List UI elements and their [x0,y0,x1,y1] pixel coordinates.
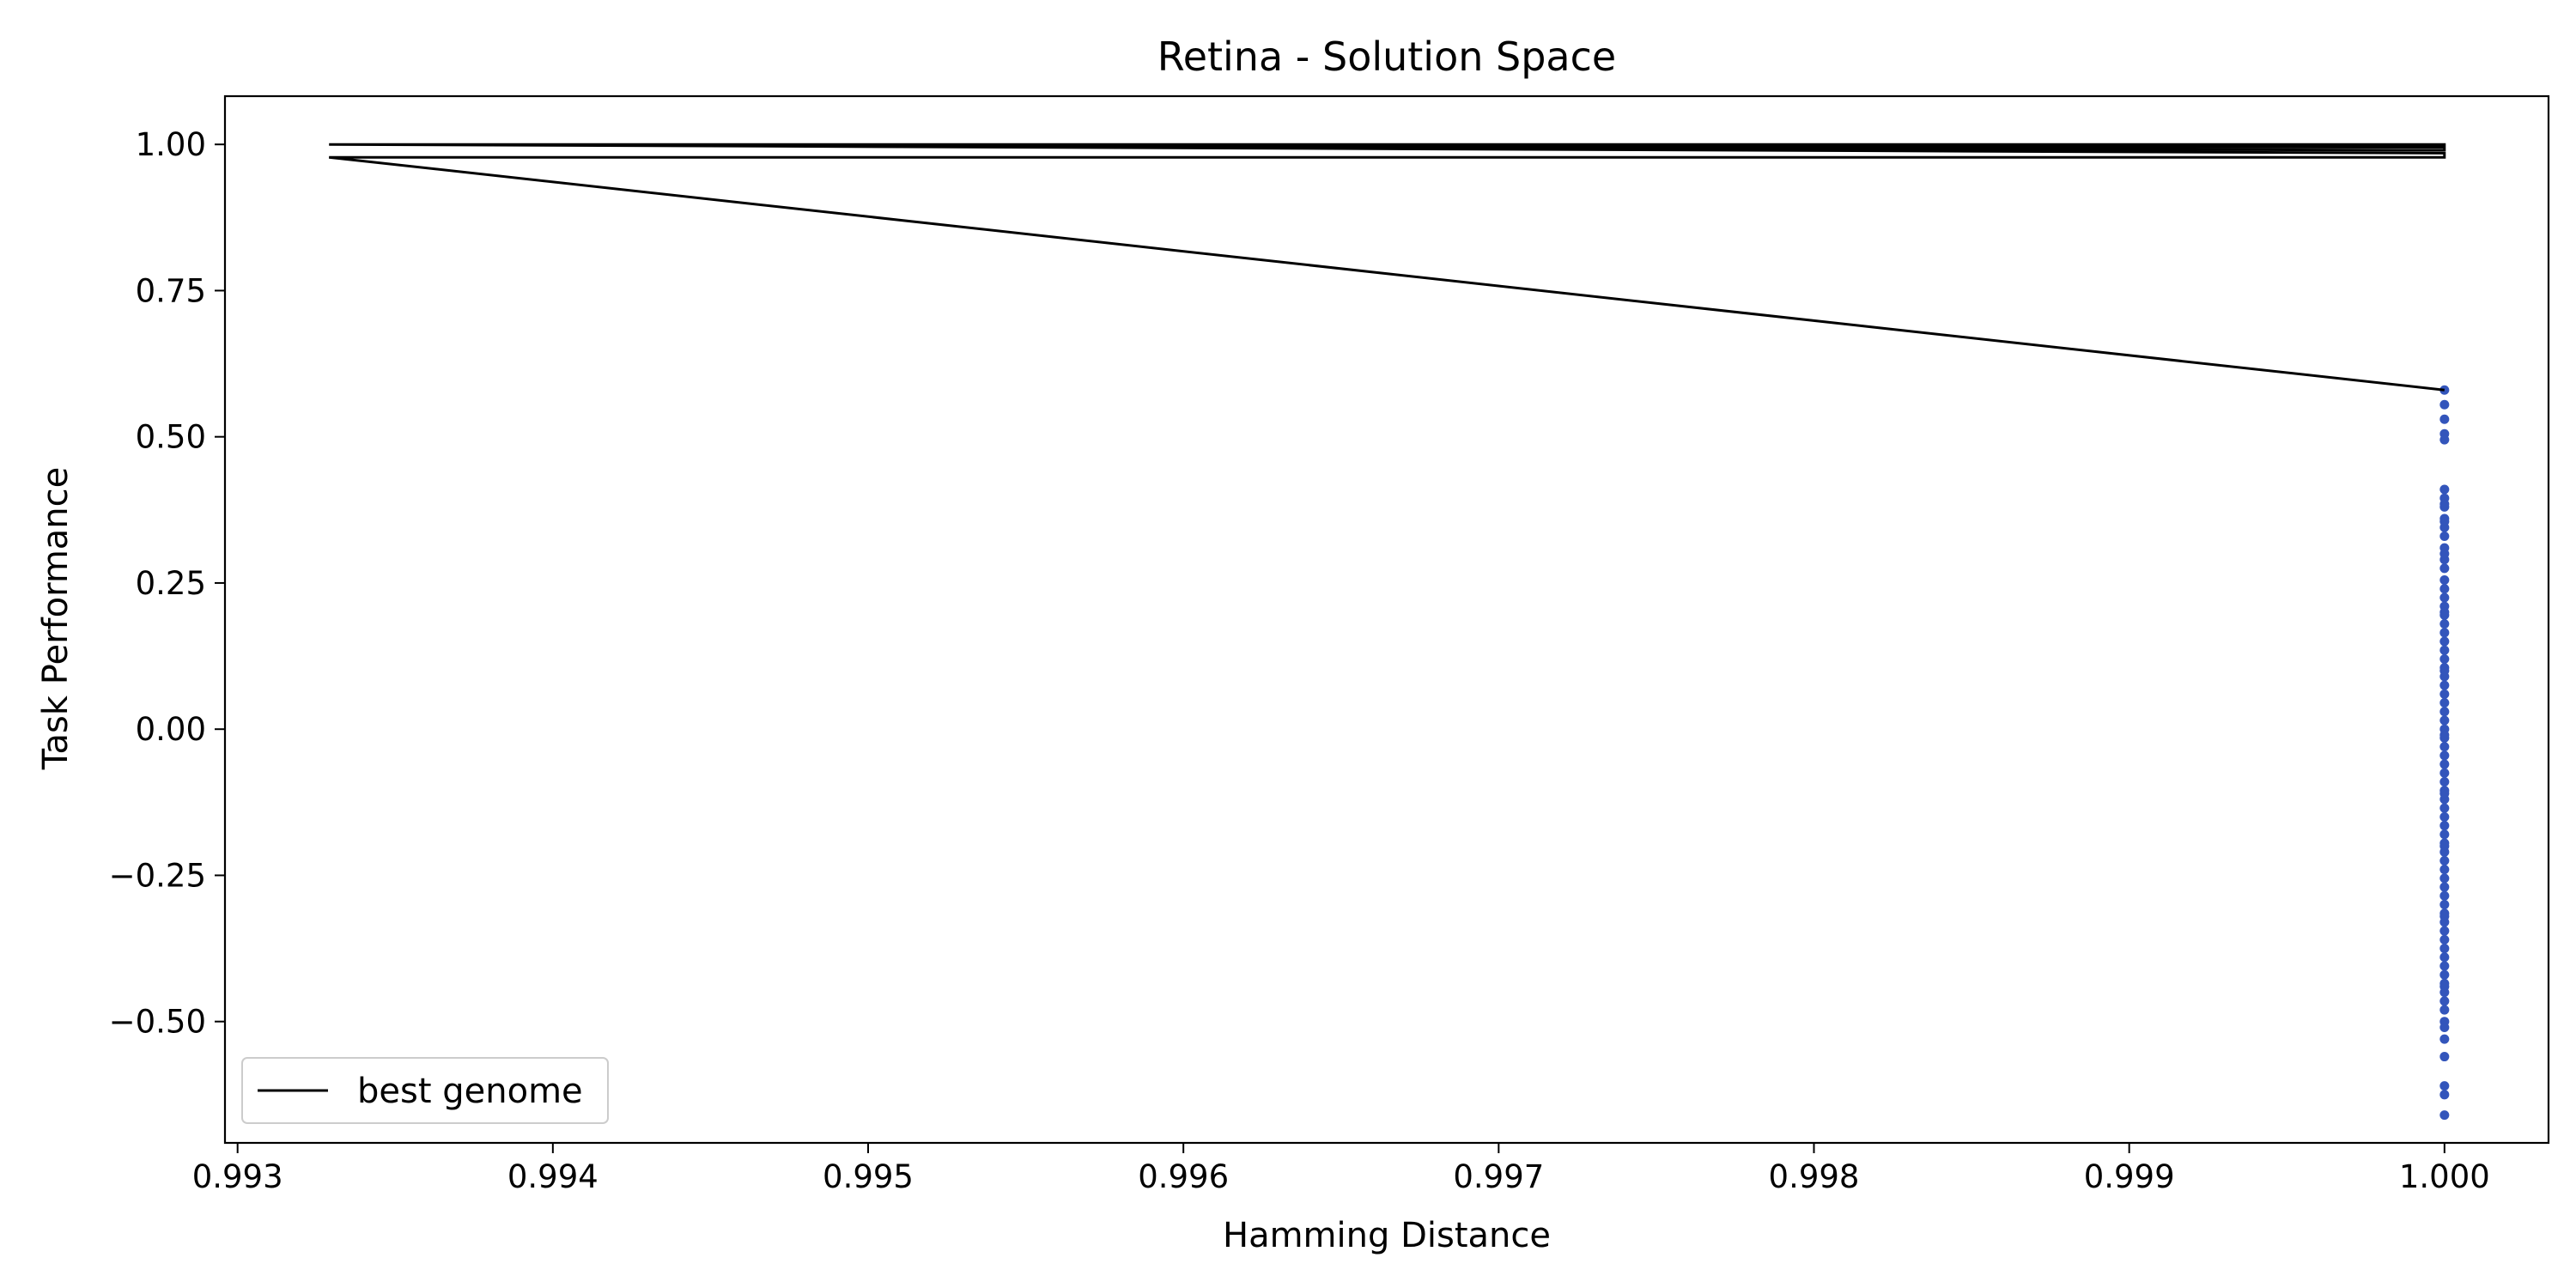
data-point [2439,531,2450,541]
data-point [2439,715,2450,726]
y-tick-label: 0.75 [136,272,206,309]
data-point [2439,1110,2450,1121]
data-point [2439,803,2450,813]
data-point [2439,788,2450,799]
x-axis: 0.993 0.994 0.995 0.996 0.997 0.998 0.999 1.000 [192,1143,2490,1195]
data-point [2439,689,2450,699]
data-point [2439,434,2450,445]
data-point [2439,1081,2450,1091]
y-axis: −0.50 −0.25 0.00 0.25 0.50 0.75 1.00 [109,126,225,1041]
data-point [2439,811,2450,822]
legend-box [241,1057,609,1124]
chart-title: Retina - Solution Space [1157,33,1616,80]
y-tick-label: −0.50 [109,1004,206,1041]
data-point [2439,628,2450,638]
data-point [2439,882,2450,892]
x-axis-label: Hamming Distance [1223,1216,1551,1255]
data-point [2439,665,2450,676]
y-tick-label: 0.25 [136,565,206,602]
data-point [2439,926,2450,936]
legend: best genome [241,1057,609,1124]
data-point [2439,829,2450,840]
y-tick-label: −0.25 [109,857,206,894]
data-point [2439,636,2450,647]
points-layer [2439,385,2450,1121]
data-point [2439,750,2450,761]
x-tick-label: 0.998 [1769,1158,1860,1195]
x-tick-label: 0.995 [823,1158,914,1195]
data-point [2439,841,2450,851]
data-point [2439,768,2450,778]
data-point [2439,607,2450,617]
data-point [2439,1034,2450,1044]
y-tick-label: 1.00 [136,126,206,163]
data-point [2439,680,2450,690]
data-point [2439,653,2450,664]
data-point [2439,865,2450,875]
data-point [2439,1052,2450,1062]
data-point [2439,499,2450,509]
x-tick-label: 0.996 [1138,1158,1229,1195]
data-point [2439,996,2450,1006]
series-line-best-genome [329,143,2446,392]
data-point [2439,944,2450,954]
data-point [2439,516,2450,526]
y-tick-label: 0.50 [136,419,206,456]
data-point [2439,855,2450,866]
data-point [2439,575,2450,586]
data-point [2439,759,2450,769]
data-point [2439,563,2450,574]
data-point [2439,981,2450,992]
data-point [2439,821,2450,831]
data-point [2439,911,2450,921]
y-tick-label: 0.00 [136,711,206,748]
data-point [2439,414,2450,424]
lines-layer [329,143,2446,392]
legend-label: best genome [357,1072,583,1111]
data-point [2439,707,2450,717]
data-point [2439,873,2450,884]
data-point [2439,952,2450,963]
x-tick-label: 0.994 [507,1158,598,1195]
x-tick-label: 0.997 [1453,1158,1544,1195]
data-point [2439,592,2450,603]
data-point [2439,961,2450,971]
data-point [2439,1005,2450,1015]
data-point [2439,549,2450,559]
plot-area-frame [223,94,2550,1145]
x-tick-label: 1.000 [2399,1158,2490,1195]
data-point [2439,742,2450,752]
data-point [2439,730,2450,740]
data-point [2439,584,2450,594]
data-point [2439,645,2450,655]
data-point [2439,484,2450,495]
data-point [2439,1023,2450,1033]
x-tick-label: 0.993 [192,1158,283,1195]
data-point [2439,399,2450,410]
data-point [2439,776,2450,787]
data-point [2439,619,2450,629]
data-point [2439,934,2450,945]
data-point [2439,698,2450,708]
data-point [2439,890,2450,901]
data-point [2439,899,2450,909]
data-point [2439,1090,2450,1100]
data-point [2439,969,2450,980]
y-axis-label: Task Performance [36,467,76,771]
x-tick-label: 0.999 [2084,1158,2175,1195]
data-point [2439,385,2450,395]
